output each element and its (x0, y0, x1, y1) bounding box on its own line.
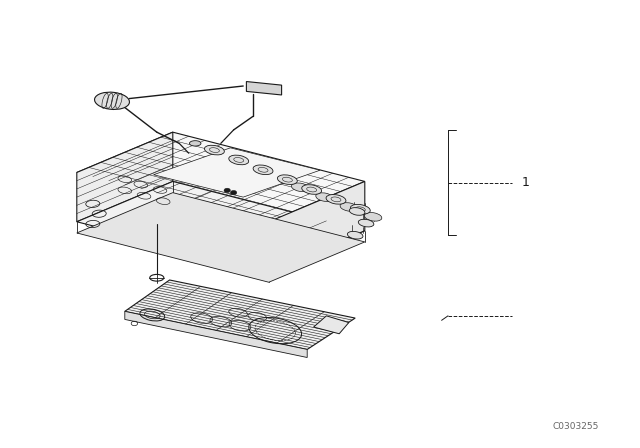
Ellipse shape (301, 185, 322, 194)
Circle shape (230, 190, 237, 195)
Ellipse shape (204, 145, 225, 155)
Ellipse shape (189, 141, 201, 146)
Circle shape (224, 188, 230, 193)
Ellipse shape (348, 231, 363, 239)
Polygon shape (77, 132, 173, 222)
Ellipse shape (277, 175, 298, 185)
Polygon shape (125, 280, 355, 349)
Ellipse shape (350, 204, 371, 214)
Ellipse shape (364, 212, 382, 221)
Polygon shape (77, 193, 365, 282)
Text: 1: 1 (522, 176, 529, 189)
Ellipse shape (316, 193, 333, 202)
Ellipse shape (228, 155, 249, 165)
Ellipse shape (243, 163, 260, 172)
Polygon shape (154, 148, 320, 197)
Polygon shape (125, 311, 307, 358)
Ellipse shape (267, 173, 285, 182)
Polygon shape (77, 181, 365, 271)
Text: C0303255: C0303255 (552, 422, 598, 431)
Ellipse shape (291, 183, 309, 192)
Ellipse shape (218, 153, 236, 162)
Ellipse shape (95, 92, 129, 109)
Polygon shape (269, 181, 365, 271)
Ellipse shape (253, 165, 273, 175)
Polygon shape (77, 132, 365, 222)
Ellipse shape (340, 202, 358, 211)
Ellipse shape (358, 219, 374, 227)
Ellipse shape (326, 194, 346, 204)
Ellipse shape (349, 207, 365, 215)
Polygon shape (314, 316, 349, 334)
Polygon shape (246, 82, 282, 95)
